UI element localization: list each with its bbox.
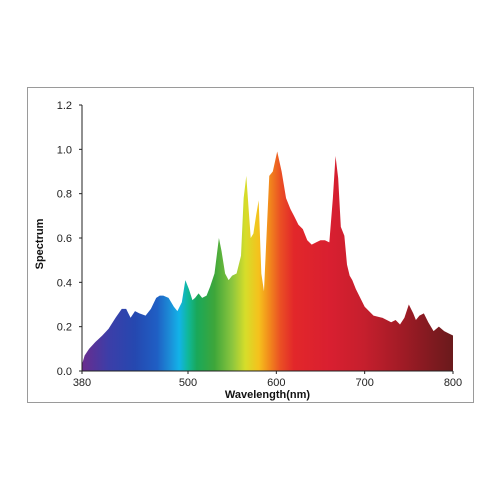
- spectrum-area: [82, 151, 453, 371]
- y-tick-label: 0.6: [57, 233, 72, 245]
- x-tick-label: 380: [73, 377, 91, 389]
- y-tick-label: 0.8: [57, 189, 72, 201]
- x-tick-label: 700: [355, 377, 373, 389]
- y-tick-label: 0.2: [57, 322, 72, 334]
- y-tick-label: 1.0: [57, 144, 72, 156]
- y-tick-label: 1.2: [57, 100, 72, 112]
- spectrum-chart: 0.0 0.2 0.4 0.6 0.8 1.0 1.2 380 500 600 700 800 Wav…: [34, 100, 462, 401]
- y-tick-label: 0.0: [57, 366, 72, 378]
- y-tick-label: 0.4: [57, 277, 72, 289]
- ticks: 0.0 0.2 0.4 0.6 0.8 1.0 1.2 380 500 600 700 800: [57, 100, 462, 389]
- chart-frame: 0.0 0.2 0.4 0.6 0.8 1.0 1.2 380 500 600 700 800 Wav…: [27, 87, 474, 403]
- spectrum-area-layer: [82, 151, 453, 371]
- x-tick-label: 800: [444, 377, 462, 389]
- x-tick-label: 600: [267, 377, 285, 389]
- y-axis-title: Spectrum: [34, 218, 46, 269]
- x-tick-label: 500: [179, 377, 197, 389]
- x-axis-title: Wavelength(nm): [225, 389, 310, 401]
